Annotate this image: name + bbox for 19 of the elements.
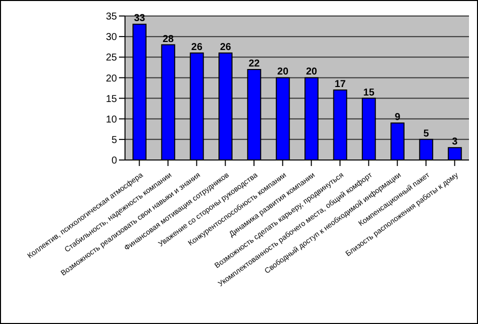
data-label: 22	[248, 58, 260, 70]
data-label: 20	[306, 66, 318, 78]
y-tick-label: 0	[111, 156, 118, 167]
data-label: 28	[162, 34, 174, 45]
data-label: 3	[452, 136, 458, 148]
y-tick-label: 20	[106, 73, 118, 84]
data-label: 5	[423, 128, 430, 140]
data-label: 33	[134, 13, 146, 24]
data-label: 15	[363, 87, 375, 98]
y-tick-label: 35	[106, 12, 118, 23]
data-label: 20	[277, 66, 289, 78]
y-tick-label: 30	[106, 32, 118, 44]
data-label: 17	[334, 79, 346, 90]
data-label: 26	[191, 42, 203, 54]
data-label: 26	[220, 42, 232, 54]
y-tick-label: 15	[106, 94, 118, 105]
y-tick-label: 10	[106, 114, 118, 126]
y-tick-label: 5	[111, 134, 118, 146]
y-tick-label: 25	[106, 52, 118, 64]
